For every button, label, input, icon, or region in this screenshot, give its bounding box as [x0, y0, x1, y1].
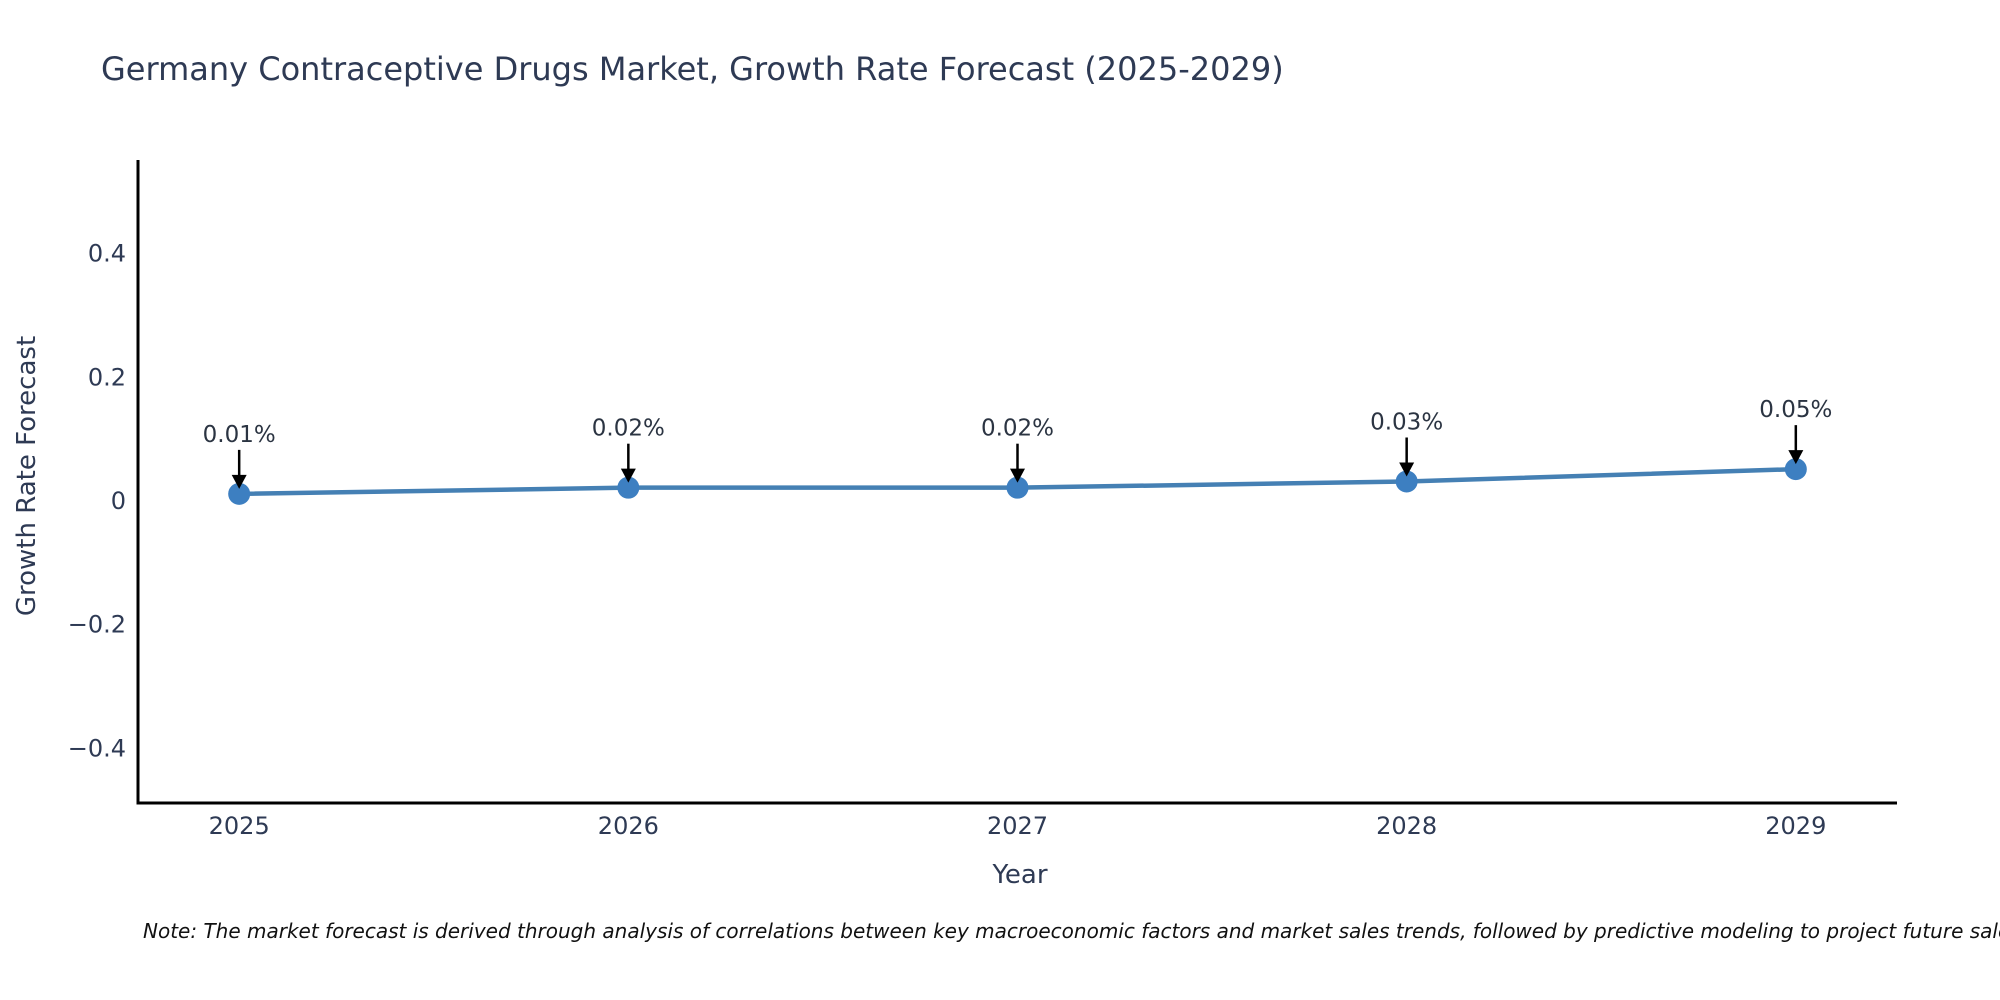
data-point	[1784, 458, 1807, 481]
annotation-arrow-head	[1399, 462, 1415, 477]
annotation-arrow-head	[231, 474, 247, 489]
annotation-arrow-head	[1788, 450, 1804, 465]
annotation-label: 0.03%	[1370, 410, 1443, 436]
x-tick-label: 2026	[598, 812, 659, 840]
footnote: Note: The market forecast is derived thr…	[143, 919, 2000, 943]
annotation-label: 0.02%	[592, 416, 665, 442]
annotation-label: 0.01%	[203, 422, 276, 448]
y-tick-label: −0.2	[68, 611, 126, 639]
y-tick-label: −0.4	[68, 734, 126, 762]
annotation-arrow-head	[1010, 468, 1025, 483]
x-tick-label: 2028	[1376, 812, 1437, 840]
y-tick-label: 0.4	[88, 240, 126, 268]
annotation-label: 0.02%	[981, 416, 1054, 442]
annotation-label: 0.05%	[1759, 397, 1832, 423]
x-tick-label: 2029	[1765, 812, 1826, 840]
x-tick-label: 2027	[987, 812, 1048, 840]
data-point	[617, 476, 640, 499]
data-point	[1395, 470, 1418, 493]
annotation-arrow-head	[620, 468, 636, 483]
data-point	[1006, 476, 1029, 499]
y-tick-label: 0.2	[88, 363, 126, 391]
data-point	[228, 482, 251, 505]
y-tick-label: 0	[111, 487, 126, 515]
x-tick-label: 2025	[209, 812, 270, 840]
chart-title: Germany Contraceptive Drugs Market, Grow…	[101, 50, 1284, 88]
x-axis-title: Year	[992, 860, 1048, 890]
